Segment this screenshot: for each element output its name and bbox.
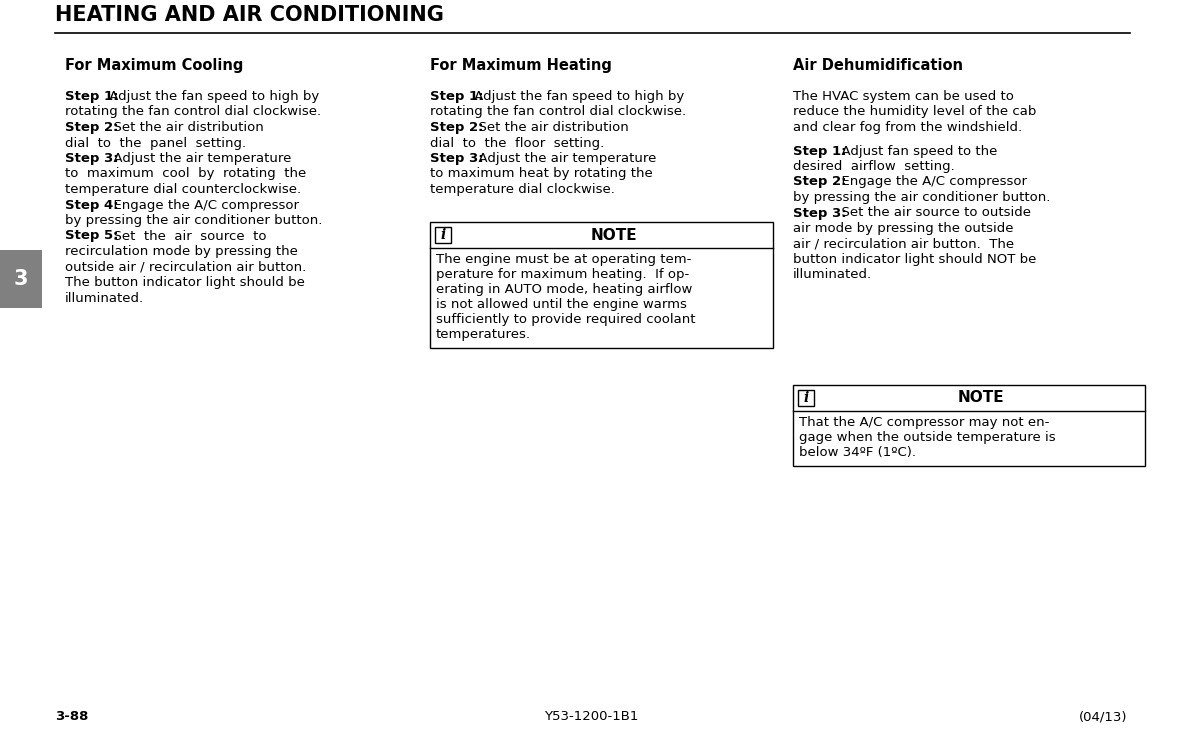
Text: i: i <box>804 391 808 405</box>
Text: i: i <box>441 228 446 242</box>
Bar <box>430 222 773 348</box>
Text: temperatures.: temperatures. <box>436 328 531 341</box>
Text: Step 5:: Step 5: <box>65 230 118 242</box>
Text: Adjust the fan speed to high by: Adjust the fan speed to high by <box>105 90 319 103</box>
Text: recirculation mode by pressing the: recirculation mode by pressing the <box>65 245 298 258</box>
Text: The button indicator light should be: The button indicator light should be <box>65 276 305 289</box>
Text: 3-88: 3-88 <box>56 710 89 723</box>
Text: illuminated.: illuminated. <box>65 291 144 305</box>
Text: desired  airflow  setting.: desired airflow setting. <box>793 160 955 173</box>
Text: Step 3:: Step 3: <box>65 152 118 165</box>
Text: For Maximum Cooling: For Maximum Cooling <box>65 58 243 73</box>
Text: Adjust fan speed to the: Adjust fan speed to the <box>833 144 998 157</box>
Text: Step 1:: Step 1: <box>793 144 846 157</box>
Text: Step 1:: Step 1: <box>65 90 118 103</box>
Text: Step 3:: Step 3: <box>430 152 483 165</box>
Text: Adjust the air temperature: Adjust the air temperature <box>470 152 656 165</box>
Text: gage when the outside temperature is: gage when the outside temperature is <box>799 431 1056 444</box>
Text: That the A/C compressor may not en-: That the A/C compressor may not en- <box>799 416 1050 429</box>
Text: Set  the  air  source  to: Set the air source to <box>105 230 266 242</box>
Text: Set the air distribution: Set the air distribution <box>470 121 629 134</box>
Text: Adjust the air temperature: Adjust the air temperature <box>105 152 291 165</box>
Text: rotating the fan control dial clockwise.: rotating the fan control dial clockwise. <box>65 105 322 119</box>
Text: by pressing the air conditioner button.: by pressing the air conditioner button. <box>65 214 323 227</box>
Text: (04/13): (04/13) <box>1078 710 1126 723</box>
Text: temperature dial counterclockwise.: temperature dial counterclockwise. <box>65 183 301 196</box>
Text: Step 2:: Step 2: <box>793 176 846 189</box>
Text: Step 3:: Step 3: <box>793 206 846 220</box>
Text: NOTE: NOTE <box>957 390 1005 406</box>
Text: The engine must be at operating tem-: The engine must be at operating tem- <box>436 253 691 266</box>
Bar <box>0 250 43 308</box>
Text: below 34ºF (1ºC).: below 34ºF (1ºC). <box>799 446 916 459</box>
Text: rotating the fan control dial clockwise.: rotating the fan control dial clockwise. <box>430 105 686 119</box>
Text: temperature dial clockwise.: temperature dial clockwise. <box>430 183 615 196</box>
Text: air mode by pressing the outside: air mode by pressing the outside <box>793 222 1013 235</box>
Text: Step 4:: Step 4: <box>65 198 118 212</box>
Text: is not allowed until the engine warms: is not allowed until the engine warms <box>436 298 687 311</box>
Text: Y53-1200-1B1: Y53-1200-1B1 <box>544 710 638 723</box>
Text: dial  to  the  panel  setting.: dial to the panel setting. <box>65 136 246 149</box>
Text: reduce the humidity level of the cab: reduce the humidity level of the cab <box>793 105 1037 119</box>
Text: sufficiently to provide required coolant: sufficiently to provide required coolant <box>436 313 695 326</box>
Text: by pressing the air conditioner button.: by pressing the air conditioner button. <box>793 191 1051 204</box>
Text: Air Dehumidification: Air Dehumidification <box>793 58 963 73</box>
Text: illuminated.: illuminated. <box>793 269 872 282</box>
Text: For Maximum Heating: For Maximum Heating <box>430 58 612 73</box>
Text: air / recirculation air button.  The: air / recirculation air button. The <box>793 237 1014 250</box>
Text: Set the air distribution: Set the air distribution <box>105 121 264 134</box>
Text: Step 1:: Step 1: <box>430 90 483 103</box>
Text: to maximum heat by rotating the: to maximum heat by rotating the <box>430 168 652 181</box>
Bar <box>793 385 1145 466</box>
Text: Engage the A/C compressor: Engage the A/C compressor <box>833 176 1027 189</box>
Text: NOTE: NOTE <box>590 228 637 242</box>
Text: The HVAC system can be used to: The HVAC system can be used to <box>793 90 1014 103</box>
Bar <box>798 390 814 406</box>
Text: Set the air source to outside: Set the air source to outside <box>833 206 1031 220</box>
Text: to  maximum  cool  by  rotating  the: to maximum cool by rotating the <box>65 168 306 181</box>
Text: Step 2:: Step 2: <box>430 121 483 134</box>
Text: HEATING AND AIR CONDITIONING: HEATING AND AIR CONDITIONING <box>56 5 444 25</box>
Text: Step 2:: Step 2: <box>65 121 118 134</box>
Text: and clear fog from the windshield.: and clear fog from the windshield. <box>793 121 1022 134</box>
Text: dial  to  the  floor  setting.: dial to the floor setting. <box>430 136 604 149</box>
Text: erating in AUTO mode, heating airflow: erating in AUTO mode, heating airflow <box>436 283 693 296</box>
Text: Engage the A/C compressor: Engage the A/C compressor <box>105 198 299 212</box>
Text: 3: 3 <box>14 269 28 289</box>
Text: outside air / recirculation air button.: outside air / recirculation air button. <box>65 261 306 274</box>
Bar <box>435 227 452 243</box>
Text: button indicator light should NOT be: button indicator light should NOT be <box>793 253 1037 266</box>
Text: Adjust the fan speed to high by: Adjust the fan speed to high by <box>470 90 684 103</box>
Text: perature for maximum heating.  If op-: perature for maximum heating. If op- <box>436 268 689 281</box>
